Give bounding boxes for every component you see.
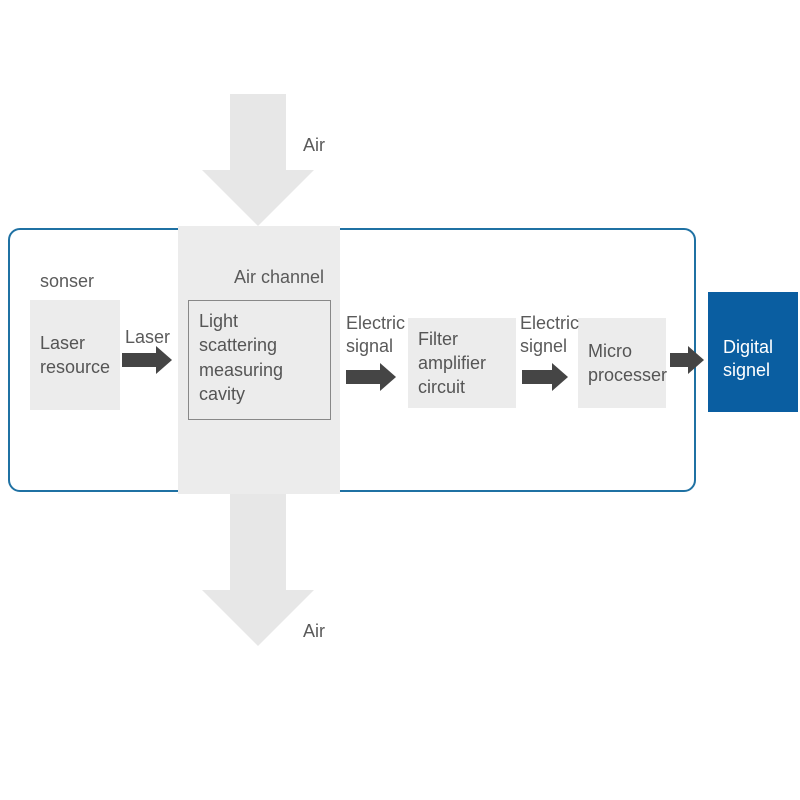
arrow-laser-to-cavity: [122, 353, 172, 367]
label-air-in: Air: [303, 134, 325, 157]
label-electric-signal-2: Electricsignel: [520, 312, 579, 359]
node-micro-processer: Microprocesser: [578, 318, 666, 408]
node-filter-amplifier: Filter amplifiercircuit: [408, 318, 516, 408]
node-filter-amplifier-label: Filter amplifiercircuit: [408, 319, 516, 408]
air-in-arrow: [202, 94, 314, 226]
label-air-out: Air: [303, 620, 325, 643]
label-electric-signal-1: Electricsignal: [346, 312, 405, 359]
arrow-filter-to-micro: [522, 370, 568, 384]
diagram-stage: Laserresource Light scatteringmeasuringc…: [0, 0, 800, 800]
node-laser-resource: Laserresource: [30, 300, 120, 410]
label-air-channel: Air channel: [234, 266, 324, 289]
node-laser-resource-label: Laserresource: [30, 323, 120, 388]
label-sonser: sonser: [40, 270, 94, 293]
node-scattering-cavity-label: Light scatteringmeasuringcavity: [189, 301, 330, 414]
node-scattering-cavity: Light scatteringmeasuringcavity: [188, 300, 331, 420]
node-micro-processer-label: Microprocesser: [578, 331, 677, 396]
label-laser: Laser: [125, 326, 170, 349]
arrow-cavity-to-filter: [346, 370, 396, 384]
label-digital-signal: Digitalsignel: [723, 336, 773, 383]
air-out-arrow: [202, 494, 314, 646]
arrow-micro-to-digital: [670, 353, 704, 367]
